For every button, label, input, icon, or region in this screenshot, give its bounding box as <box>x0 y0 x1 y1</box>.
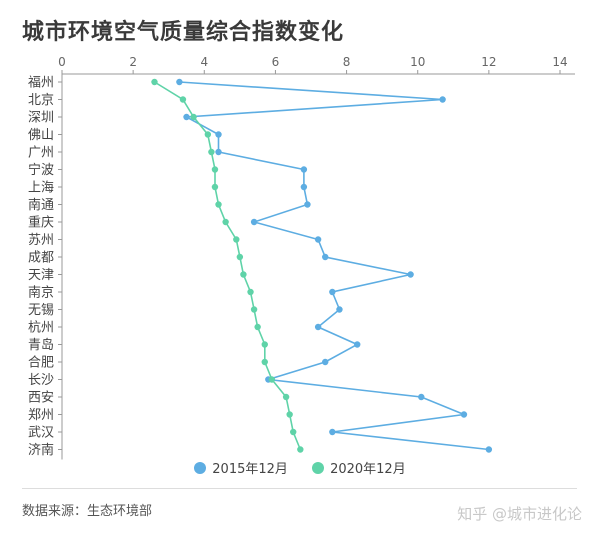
series-point-0 <box>215 148 222 156</box>
series-point-1 <box>222 218 229 226</box>
x-tick-label: 8 <box>343 55 351 69</box>
y-tick-label: 西安 <box>28 391 54 406</box>
legend-label-2020: 2020年12月 <box>330 462 406 477</box>
series-point-0 <box>322 253 329 261</box>
series-point-0 <box>329 428 336 436</box>
x-tick-label: 6 <box>272 55 280 69</box>
footer-divider <box>22 488 577 489</box>
series-line-1 <box>154 81 302 450</box>
series-point-1 <box>211 166 219 173</box>
series-layer <box>151 78 493 453</box>
legend-marker-2015 <box>194 461 207 474</box>
y-tick-label: 济南 <box>28 442 54 458</box>
series-point-1 <box>208 148 215 156</box>
x-tick-label: 12 <box>481 55 496 69</box>
series-point-0 <box>314 236 322 243</box>
series-point-0 <box>407 271 414 278</box>
series-point-1 <box>261 358 268 366</box>
y-tick-label: 郑州 <box>28 408 54 423</box>
chart: 0 2 4 6 8 10 12 14 福州北京深圳佛山广州宁波上海南通重庆苏州成都天津南京无锡杭… <box>28 55 575 460</box>
series-point-1 <box>297 446 304 453</box>
series-point-1 <box>268 376 276 383</box>
y-tick-label: 合肥 <box>28 356 54 371</box>
series-point-1 <box>233 236 240 243</box>
series-point-1 <box>247 288 254 296</box>
series-point-1 <box>211 183 219 191</box>
series-point-1 <box>240 271 247 278</box>
y-tick-label: 深圳 <box>28 111 54 126</box>
series-point-0 <box>354 341 361 348</box>
y-tick-label: 青岛 <box>28 337 54 353</box>
x-tick-label: 2 <box>129 55 137 69</box>
x-tick-label: 14 <box>552 55 567 69</box>
series-point-1 <box>204 131 212 138</box>
series-point-1 <box>282 393 290 401</box>
y-tick-label: 佛山 <box>28 128 54 143</box>
series-point-1 <box>151 78 158 86</box>
y-tick-label: 福州 <box>28 76 54 91</box>
y-tick-label: 重庆 <box>28 215 54 231</box>
series-point-1 <box>190 113 197 121</box>
axis-layer: 0 2 4 6 8 10 12 14 福州北京深圳佛山广州宁波上海南通重庆苏州成都天津南京无锡杭… <box>28 55 575 460</box>
series-point-1 <box>254 323 261 331</box>
series-point-1 <box>261 341 268 348</box>
series-point-0 <box>250 218 258 226</box>
series-point-0 <box>418 393 425 401</box>
y-tick-label: 天津 <box>28 268 54 283</box>
y-tick-label: 无锡 <box>28 303 54 318</box>
legend: 2015年12月 2020年12月 <box>0 458 600 478</box>
series-point-0 <box>485 446 493 453</box>
series-point-1 <box>290 428 297 436</box>
series-point-0 <box>322 358 329 366</box>
y-tick-label: 南京 <box>28 285 54 301</box>
source-note: 数据来源：生态环境部 <box>22 504 153 519</box>
legend-item-2015[interactable]: 2015年12月 <box>194 458 288 477</box>
legend-marker-2020 <box>312 461 325 474</box>
series-point-0 <box>439 96 446 103</box>
series-point-0 <box>336 306 343 313</box>
y-tick-label: 杭州 <box>28 321 54 336</box>
y-tick-label: 宁波 <box>28 162 54 178</box>
series-point-1 <box>179 96 187 103</box>
series-line-0 <box>179 81 489 451</box>
watermark: 知乎 @城市进化论 <box>457 505 582 523</box>
x-tick-label: 0 <box>58 55 66 69</box>
y-tick-label: 长沙 <box>28 373 54 388</box>
y-tick-label: 广州 <box>28 146 54 161</box>
series-point-1 <box>215 201 222 208</box>
series-point-0 <box>176 78 183 86</box>
series-point-0 <box>314 323 322 331</box>
y-tick-label: 北京 <box>28 93 54 108</box>
y-tick-label: 苏州 <box>28 232 54 248</box>
series-point-1 <box>250 306 258 313</box>
x-tick-label: 4 <box>200 55 208 69</box>
y-tick-label: 南通 <box>28 197 54 213</box>
y-tick-label: 上海 <box>28 181 54 196</box>
series-point-0 <box>329 288 336 296</box>
chart-title: 城市环境空气质量综合指数变化 <box>22 20 345 45</box>
series-point-0 <box>460 411 468 418</box>
y-tick-label: 武汉 <box>28 426 54 441</box>
series-point-1 <box>286 411 293 418</box>
legend-label-2015: 2015年12月 <box>212 462 288 477</box>
series-point-0 <box>215 131 222 138</box>
y-tick-label: 成都 <box>28 251 54 266</box>
series-point-1 <box>236 253 244 261</box>
legend-item-2020[interactable]: 2020年12月 <box>312 458 406 477</box>
series-point-0 <box>304 201 311 208</box>
series-point-0 <box>300 183 308 191</box>
x-tick-label: 10 <box>410 55 425 69</box>
series-point-0 <box>300 166 308 173</box>
series-point-0 <box>183 113 190 121</box>
